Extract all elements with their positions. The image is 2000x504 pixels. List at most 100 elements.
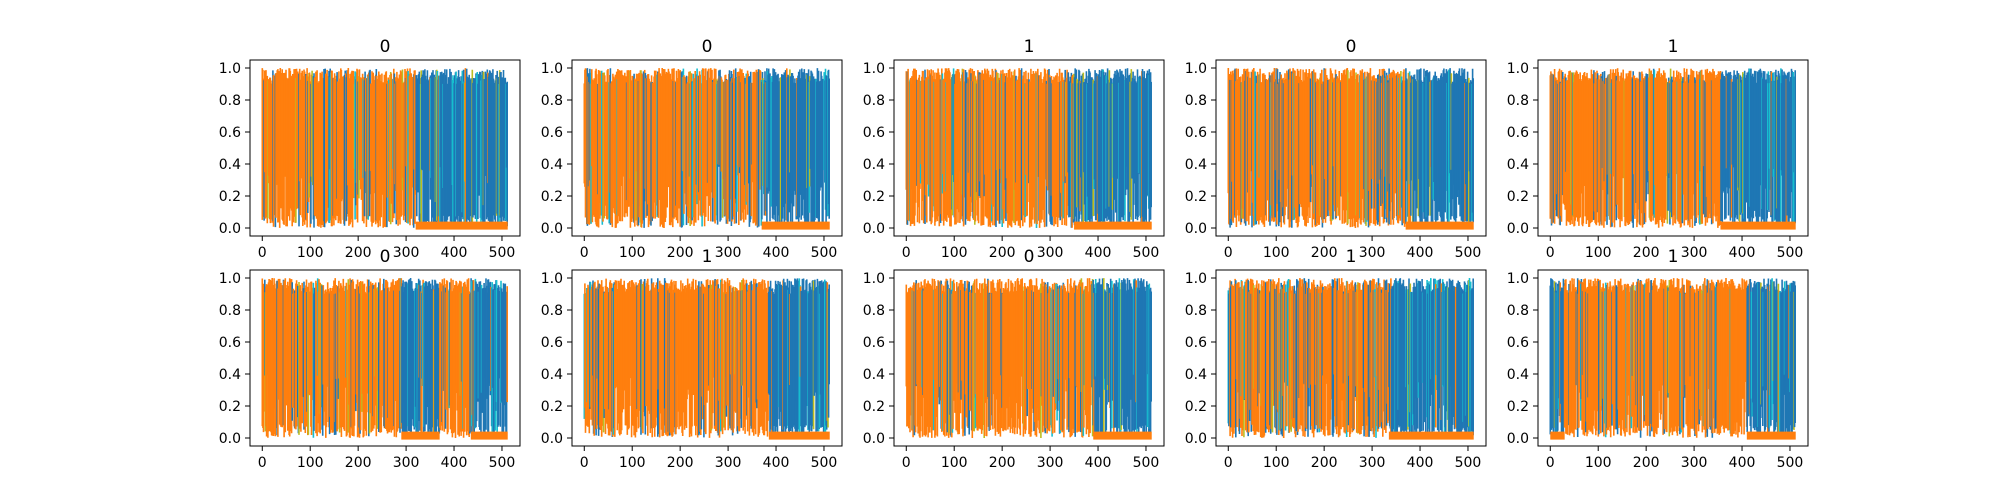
subplot-title: 1	[702, 247, 713, 267]
subplot-title: 0	[702, 37, 713, 57]
x-tick-label: 100	[941, 245, 968, 261]
axes-frame	[249, 59, 521, 237]
y-tick-label: 0.4	[863, 157, 885, 173]
plot-area	[1227, 68, 1474, 230]
y-tick-label: 1.0	[1507, 271, 1529, 287]
y-tick-label: 0.2	[863, 189, 885, 205]
x-tick-label: 0	[580, 455, 589, 471]
x-tick-label: 200	[667, 245, 694, 261]
y-tick-label: 0.2	[541, 189, 563, 205]
series-baseline	[1746, 431, 1796, 440]
subplot-title: 0	[380, 37, 391, 57]
y-tick-label: 0.8	[1507, 93, 1529, 109]
plot-area	[905, 68, 1152, 230]
y-tick-label: 0.2	[1507, 399, 1529, 415]
series-baseline	[1550, 431, 1565, 440]
x-tick-label: 200	[667, 455, 694, 471]
y-tick-label: 0.8	[219, 303, 241, 319]
subplot-4: 0 0 100 200 300 400 500 0.0 0.2 0.4 0.6 0.8 1.0	[1185, 37, 1487, 261]
x-tick-label: 300	[1681, 455, 1708, 471]
series-baseline	[1405, 221, 1474, 230]
y-tick-label: 0.6	[219, 335, 241, 351]
series-baseline	[401, 431, 440, 440]
y-tick-label: 0.6	[1507, 125, 1529, 141]
subplot-title: 0	[1346, 37, 1357, 57]
x-tick-label: 200	[1311, 455, 1338, 471]
y-tick-label: 0.4	[541, 367, 563, 383]
plot-area	[1549, 68, 1796, 230]
x-tick-label: 400	[441, 245, 468, 261]
y-tick-label: 0.0	[863, 431, 885, 447]
x-tick-label: 400	[1729, 455, 1756, 471]
x-tick-label: 500	[489, 245, 516, 261]
x-tick-label: 400	[1085, 455, 1112, 471]
axes-frame	[1537, 59, 1809, 237]
y-tick-label: 0.2	[1185, 189, 1207, 205]
x-tick-label: 300	[1037, 455, 1064, 471]
plot-area	[1549, 278, 1796, 440]
y-tick-label: 0.4	[219, 367, 241, 383]
x-tick-label: 300	[715, 245, 742, 261]
y-tick-label: 0.6	[1507, 335, 1529, 351]
y-tick-label: 0.8	[1507, 303, 1529, 319]
series-baseline	[761, 221, 830, 230]
x-tick-label: 100	[1585, 455, 1612, 471]
axes-frame	[893, 269, 1165, 447]
subplot-title: 1	[1668, 37, 1679, 57]
y-tick-label: 0.6	[863, 335, 885, 351]
x-tick-label: 400	[441, 455, 468, 471]
x-tick-label: 100	[619, 455, 646, 471]
x-tick-label: 500	[1133, 245, 1160, 261]
x-tick-label: 200	[345, 245, 372, 261]
x-tick-label: 0	[902, 245, 911, 261]
x-tick-label: 300	[393, 245, 420, 261]
y-tick-label: 0.2	[541, 399, 563, 415]
plot-area	[583, 278, 831, 440]
axes-frame	[1215, 269, 1487, 447]
x-tick-label: 200	[989, 455, 1016, 471]
y-tick-label: 0.8	[1185, 303, 1207, 319]
subplot-10: 1 0 100 200 300 400 500 0.0 0.2 0.4 0.6 0.8 1.0	[1507, 247, 1809, 471]
axes-frame	[1215, 59, 1487, 237]
y-tick-label: 0.2	[1185, 399, 1207, 415]
y-tick-label: 0.8	[219, 93, 241, 109]
x-tick-label: 500	[1777, 245, 1804, 261]
axes-frame	[893, 59, 1165, 237]
y-tick-label: 1.0	[863, 61, 885, 77]
y-tick-label: 0.0	[219, 221, 241, 237]
axes-frame	[571, 59, 843, 237]
axes-frame	[1537, 269, 1809, 447]
x-tick-label: 500	[811, 245, 838, 261]
x-tick-label: 500	[1777, 455, 1804, 471]
x-tick-label: 100	[1585, 245, 1612, 261]
subplot-title: 0	[380, 247, 391, 267]
y-tick-label: 0.6	[541, 335, 563, 351]
x-tick-label: 300	[393, 455, 420, 471]
x-tick-label: 300	[1359, 245, 1386, 261]
x-tick-label: 300	[1681, 245, 1708, 261]
y-tick-label: 0.4	[863, 367, 885, 383]
y-tick-label: 0.4	[219, 157, 241, 173]
axes-frame	[249, 269, 521, 447]
y-tick-label: 0.2	[219, 189, 241, 205]
subplot-title: 1	[1346, 247, 1357, 267]
axes-frame	[571, 269, 843, 447]
y-tick-label: 0.4	[1185, 157, 1207, 173]
y-tick-label: 0.8	[1185, 93, 1207, 109]
x-tick-label: 200	[345, 455, 372, 471]
x-tick-label: 400	[1085, 245, 1112, 261]
x-tick-label: 100	[1263, 245, 1290, 261]
y-tick-label: 1.0	[541, 271, 563, 287]
plot-area	[583, 68, 831, 230]
series-baseline	[415, 221, 508, 230]
y-tick-label: 0.0	[219, 431, 241, 447]
x-tick-label: 100	[941, 455, 968, 471]
y-tick-label: 0.4	[1185, 367, 1207, 383]
x-tick-label: 300	[1037, 245, 1064, 261]
x-tick-label: 200	[1633, 245, 1660, 261]
subplot-title: 1	[1024, 37, 1035, 57]
y-tick-label: 0.4	[1507, 367, 1529, 383]
x-tick-label: 400	[763, 245, 790, 261]
y-tick-label: 1.0	[219, 271, 241, 287]
series-baseline	[1074, 221, 1152, 230]
